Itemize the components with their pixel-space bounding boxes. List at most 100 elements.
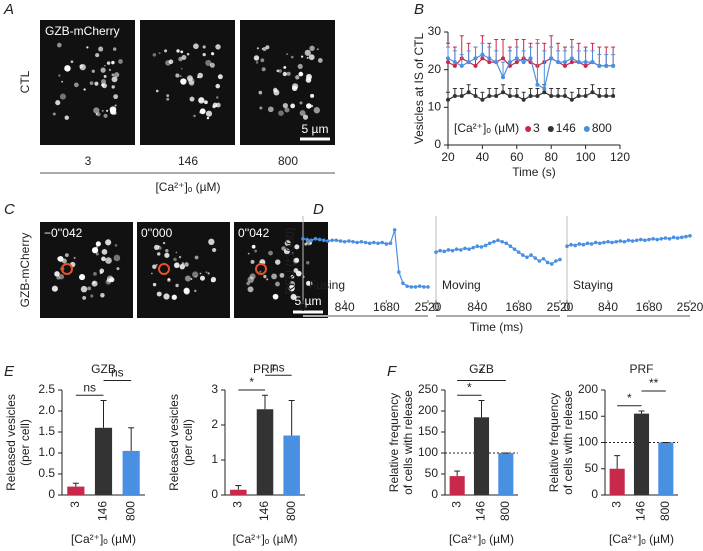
spot <box>216 96 219 99</box>
point <box>667 237 672 241</box>
point <box>598 241 602 246</box>
scale-label: 5 µm <box>302 122 329 136</box>
spot <box>64 65 71 72</box>
spot <box>313 107 321 114</box>
spot <box>56 42 62 48</box>
spot <box>87 286 92 291</box>
spot <box>114 104 117 107</box>
y-axis-label: of cells with release <box>561 390 575 495</box>
spot <box>276 69 280 73</box>
point <box>422 285 426 289</box>
spot <box>166 97 170 101</box>
spot <box>59 93 66 100</box>
spot <box>95 113 98 116</box>
spot <box>106 61 111 65</box>
y-tick-label: 0 <box>591 487 598 501</box>
point <box>549 262 554 266</box>
spot <box>112 47 117 51</box>
point <box>409 285 414 289</box>
x-tick-label: 146 <box>474 501 488 521</box>
spot <box>300 55 304 58</box>
spot <box>206 116 210 120</box>
spot <box>205 59 212 67</box>
roi-circle <box>255 263 267 275</box>
spot <box>179 263 185 270</box>
y-tick-label: 150 <box>578 408 598 422</box>
point <box>680 235 684 240</box>
spot <box>178 255 182 259</box>
panel-letter: F <box>387 363 397 380</box>
y-tick-label: 200 <box>418 403 438 417</box>
spot <box>308 54 315 61</box>
point <box>452 63 457 68</box>
point <box>347 239 351 243</box>
spot <box>179 75 182 78</box>
spot <box>54 271 60 277</box>
spot <box>111 76 118 83</box>
spot <box>56 275 61 280</box>
point <box>322 238 326 243</box>
spot <box>193 43 199 50</box>
spot <box>275 281 280 287</box>
spot <box>290 55 294 59</box>
point <box>542 90 547 95</box>
spot <box>100 67 106 73</box>
point <box>569 97 574 102</box>
x-tick-label: 800 <box>498 501 512 521</box>
spot <box>209 62 215 68</box>
point <box>494 94 499 99</box>
point <box>501 75 506 80</box>
point <box>305 237 309 242</box>
point <box>501 90 506 95</box>
legend-title: [Ca²⁺]ₒ (µM) <box>454 121 519 135</box>
point <box>581 242 586 247</box>
x-tick-label: 3 <box>68 501 82 508</box>
spot <box>190 278 193 280</box>
spot <box>202 45 206 49</box>
x-axis-label: [Ca²⁺]ₒ (µM) <box>71 532 136 546</box>
chart-title: PRF <box>630 362 654 376</box>
y-tick-label: 200 <box>578 382 598 396</box>
spot <box>215 44 221 50</box>
point <box>487 60 492 65</box>
spot <box>254 249 257 253</box>
point <box>501 56 506 61</box>
x-tick-label: 800 <box>658 501 672 521</box>
x-tick-label: 840 <box>598 300 618 314</box>
bar <box>67 486 85 495</box>
spot <box>199 272 202 275</box>
point <box>413 285 418 289</box>
y-tick-label: 0.5 <box>38 466 55 480</box>
point <box>611 63 616 68</box>
spot <box>212 247 217 253</box>
point <box>610 240 614 245</box>
spot <box>52 112 56 116</box>
point <box>363 240 368 245</box>
spot <box>79 276 82 279</box>
point <box>558 257 562 262</box>
point <box>494 60 499 65</box>
point <box>549 94 554 99</box>
y-tick-label: 0 <box>434 137 441 151</box>
point <box>452 60 457 65</box>
spot <box>114 72 120 78</box>
x-tick-label: 80 <box>545 150 559 164</box>
spot <box>113 94 119 100</box>
point <box>442 249 447 254</box>
spot <box>116 267 120 271</box>
spot <box>215 83 221 89</box>
x-tick-label: 146 <box>257 501 271 521</box>
y-tick-label: 0 <box>211 487 218 501</box>
spot <box>93 271 97 276</box>
spot <box>95 241 101 247</box>
spot <box>180 78 187 85</box>
point <box>576 60 581 65</box>
point <box>556 60 561 65</box>
significance-label: * <box>249 375 254 389</box>
point <box>417 284 422 288</box>
point <box>438 248 442 253</box>
point <box>556 94 561 99</box>
y-tick-label: 50 <box>585 461 599 475</box>
point <box>542 86 547 91</box>
